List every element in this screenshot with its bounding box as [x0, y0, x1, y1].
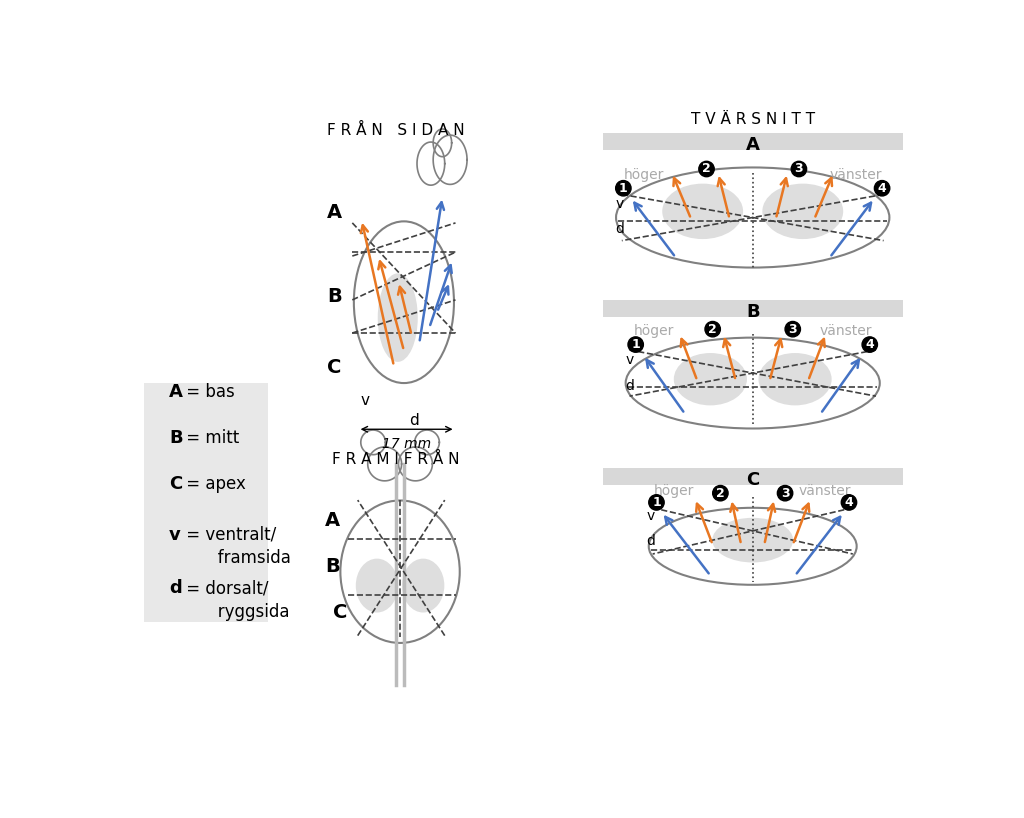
Text: d: d: [409, 412, 419, 428]
Circle shape: [842, 495, 857, 510]
Text: 17 mm: 17 mm: [382, 437, 431, 451]
Text: B: B: [745, 303, 760, 321]
Ellipse shape: [355, 559, 398, 613]
Text: B: B: [325, 557, 340, 576]
Text: v: v: [169, 525, 181, 543]
Circle shape: [615, 181, 631, 196]
Text: v: v: [646, 509, 654, 523]
Text: höger: höger: [654, 484, 694, 498]
Text: 1: 1: [618, 182, 628, 195]
Text: v: v: [360, 393, 370, 408]
Text: 2: 2: [709, 322, 717, 335]
Text: 3: 3: [788, 322, 797, 335]
Circle shape: [713, 485, 728, 501]
Circle shape: [705, 321, 720, 337]
Circle shape: [874, 181, 890, 196]
FancyBboxPatch shape: [602, 468, 903, 485]
Text: B: B: [328, 287, 342, 306]
Circle shape: [862, 337, 878, 353]
Text: C: C: [328, 358, 342, 377]
Text: 3: 3: [780, 487, 790, 500]
Text: 2: 2: [702, 163, 711, 176]
Text: 2: 2: [716, 487, 725, 500]
Text: C: C: [746, 471, 760, 489]
Ellipse shape: [663, 183, 743, 239]
Text: F R A M I F R Å N: F R A M I F R Å N: [333, 452, 460, 467]
Ellipse shape: [759, 353, 831, 406]
Text: = dorsalt/
       ryggsida: = dorsalt/ ryggsida: [181, 579, 290, 621]
Circle shape: [649, 495, 665, 510]
Text: d: d: [646, 534, 655, 548]
Ellipse shape: [378, 273, 418, 362]
Ellipse shape: [762, 183, 843, 239]
Text: A: A: [745, 136, 760, 154]
Text: höger: höger: [624, 169, 664, 182]
FancyBboxPatch shape: [602, 300, 903, 317]
Text: höger: höger: [634, 324, 674, 338]
Text: 4: 4: [845, 496, 853, 509]
Text: F R Å N   S I D A N: F R Å N S I D A N: [328, 123, 465, 137]
FancyBboxPatch shape: [144, 383, 267, 622]
Text: A: A: [325, 510, 340, 529]
Text: 1: 1: [632, 338, 640, 351]
Text: vänster: vänster: [819, 324, 872, 338]
Text: 1: 1: [652, 496, 660, 509]
Text: C: C: [169, 475, 182, 493]
Circle shape: [777, 485, 793, 501]
Text: A: A: [169, 383, 183, 401]
Text: v: v: [626, 353, 634, 367]
Text: v: v: [615, 196, 624, 211]
Circle shape: [785, 321, 801, 337]
Text: C: C: [333, 603, 347, 622]
Text: T V Ä R S N I T T: T V Ä R S N I T T: [690, 112, 815, 127]
Text: 3: 3: [795, 163, 803, 176]
Ellipse shape: [674, 353, 746, 406]
Ellipse shape: [402, 559, 444, 613]
Text: vänster: vänster: [829, 169, 882, 182]
Circle shape: [628, 337, 643, 353]
Circle shape: [698, 161, 714, 177]
Text: d: d: [169, 579, 182, 597]
Text: A: A: [327, 203, 342, 222]
Text: 4: 4: [865, 338, 874, 351]
Text: 4: 4: [878, 182, 887, 195]
Text: d: d: [626, 379, 635, 393]
Text: = bas: = bas: [181, 383, 236, 401]
Circle shape: [792, 161, 807, 177]
Text: d: d: [615, 222, 625, 236]
Text: = apex: = apex: [181, 475, 246, 493]
Text: B: B: [169, 429, 182, 447]
Text: vänster: vänster: [799, 484, 851, 498]
FancyBboxPatch shape: [602, 133, 903, 150]
Text: = mitt: = mitt: [181, 429, 240, 447]
Ellipse shape: [713, 518, 794, 563]
Text: = ventralt/
       framsida: = ventralt/ framsida: [181, 525, 291, 567]
